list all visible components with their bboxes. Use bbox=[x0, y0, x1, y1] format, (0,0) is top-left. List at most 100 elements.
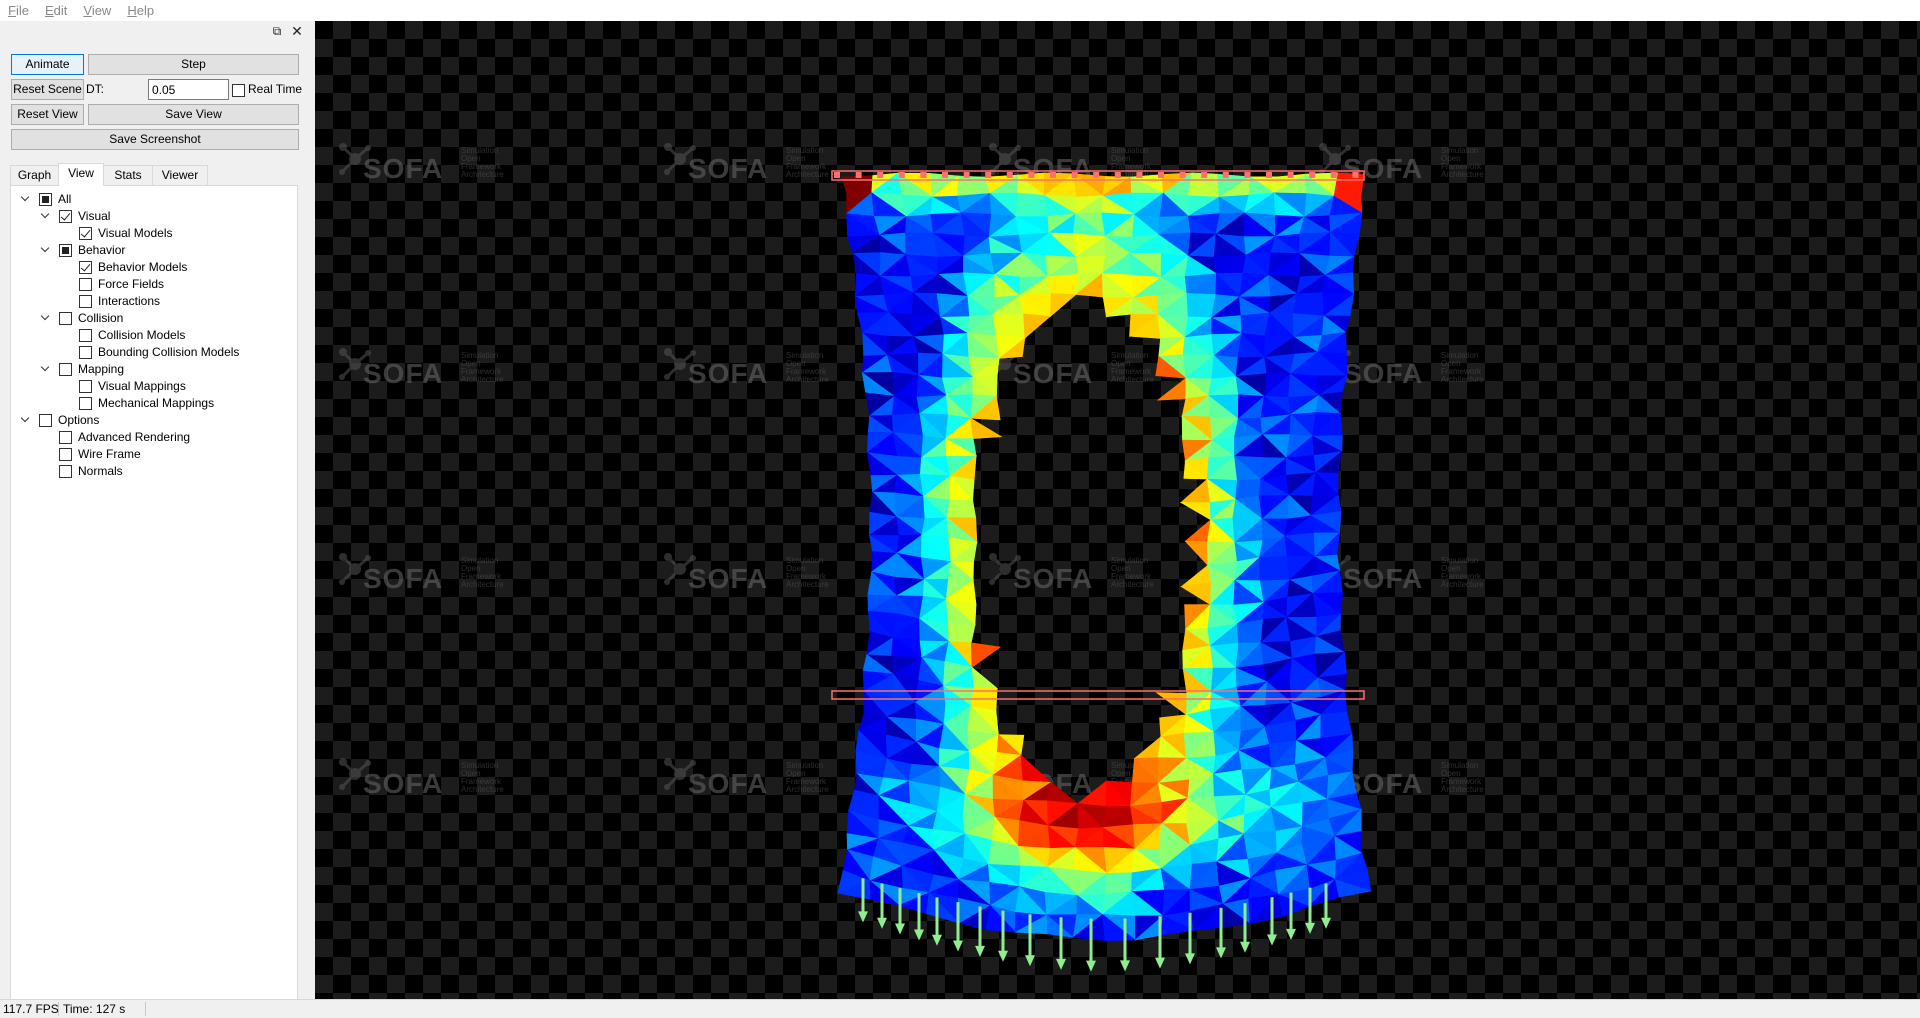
fixed-node-marker bbox=[1266, 172, 1272, 178]
mesh-triangle bbox=[1334, 879, 1371, 898]
tree-item-advanced-rendering[interactable]: Advanced Rendering bbox=[11, 429, 291, 446]
tree-item-options-checkbox[interactable] bbox=[39, 414, 52, 427]
tree-item-bounding-collision-models-checkbox[interactable] bbox=[79, 346, 92, 359]
real-time-checkbox[interactable] bbox=[232, 84, 245, 97]
tree-item-normals[interactable]: Normals bbox=[11, 463, 291, 480]
tree-item-collision[interactable]: Collision bbox=[11, 310, 291, 327]
tree-item-behavior[interactable]: Behavior bbox=[11, 242, 291, 259]
watermark-subtitle-line: Architecture bbox=[1111, 170, 1154, 179]
sofa-logo-icon bbox=[339, 143, 371, 175]
tree-item-force-fields[interactable]: Force Fields bbox=[11, 276, 291, 293]
close-icon[interactable]: ✕ bbox=[291, 23, 303, 39]
tree-item-interactions[interactable]: Interactions bbox=[11, 293, 291, 310]
watermark-subtitle-line: Simulation bbox=[786, 351, 824, 360]
float-dock-icon[interactable]: ⧉ bbox=[272, 24, 282, 38]
mesh-triangle bbox=[970, 642, 1002, 668]
watermark-subtitle-line: Simulation bbox=[786, 556, 824, 565]
tree-item-label: Visual Mappings bbox=[98, 379, 186, 393]
tree-item-visual[interactable]: Visual bbox=[11, 208, 291, 225]
tree-item-visual-mappings-checkbox[interactable] bbox=[79, 380, 92, 393]
save-view-button[interactable]: Save View bbox=[88, 104, 299, 125]
simulation-scene bbox=[831, 170, 1372, 972]
chevron-down-icon[interactable] bbox=[41, 364, 51, 374]
sofa-logo-icon bbox=[339, 758, 371, 790]
watermark-subtitle-line: Framework bbox=[1111, 777, 1152, 786]
tab-view[interactable]: View bbox=[58, 163, 104, 186]
animate-button[interactable]: Animate bbox=[11, 54, 84, 75]
watermark-subtitle-line: Framework bbox=[461, 572, 502, 581]
tree-item-visual-models-checkbox[interactable] bbox=[79, 227, 92, 240]
fixed-node-marker bbox=[1028, 172, 1035, 178]
watermark-subtitle-line: Framework bbox=[1441, 162, 1482, 171]
tree-item-visual-mappings[interactable]: Visual Mappings bbox=[11, 378, 291, 395]
tab-stats[interactable]: Stats bbox=[103, 165, 153, 185]
reset-view-button[interactable]: Reset View bbox=[11, 104, 84, 125]
force-arrow-head bbox=[975, 945, 985, 957]
tree-item-visual-models[interactable]: Visual Models bbox=[11, 225, 291, 242]
menu-edit[interactable]: Edit bbox=[44, 3, 68, 18]
tree-item-all[interactable]: All bbox=[11, 191, 291, 208]
status-separator bbox=[145, 1002, 146, 1016]
3d-viewer[interactable]: SOFA Simulation Open Framework Architecture S… bbox=[315, 21, 1920, 999]
chevron-down-icon[interactable] bbox=[41, 211, 51, 221]
force-arrow-head bbox=[1286, 928, 1296, 940]
tree-item-mechanical-mappings-checkbox[interactable] bbox=[79, 397, 92, 410]
watermark-logo-text: SOFA bbox=[1343, 563, 1424, 594]
tab-viewer[interactable]: Viewer bbox=[152, 165, 208, 185]
tree-item-mechanical-mappings[interactable]: Mechanical Mappings bbox=[11, 395, 291, 412]
sofa-logo-icon bbox=[339, 348, 371, 380]
tree-item-wire-frame[interactable]: Wire Frame bbox=[11, 446, 291, 463]
mesh-triangle bbox=[1184, 540, 1209, 567]
tree-item-options[interactable]: Options bbox=[11, 412, 291, 429]
mesh-triangle bbox=[1155, 692, 1188, 716]
tree-item-label: Collision bbox=[78, 311, 124, 325]
watermark-subtitle-line: Architecture bbox=[786, 170, 829, 179]
tree-item-behavior-models[interactable]: Behavior Models bbox=[11, 259, 291, 276]
tree-item-collision-models-checkbox[interactable] bbox=[79, 329, 92, 342]
step-button[interactable]: Step bbox=[88, 54, 299, 75]
tree-item-normals-checkbox[interactable] bbox=[59, 465, 72, 478]
chevron-down-icon[interactable] bbox=[41, 313, 51, 323]
watermark-subtitle-line: Framework bbox=[1441, 367, 1482, 376]
force-arrow-head bbox=[1155, 957, 1165, 969]
menu-view[interactable]: View bbox=[83, 3, 112, 18]
tree-item-force-fields-checkbox[interactable] bbox=[79, 278, 92, 291]
tree-item-behavior-models-checkbox[interactable] bbox=[79, 261, 92, 274]
tree-item-advanced-rendering-checkbox[interactable] bbox=[59, 431, 72, 444]
tree-item-wire-frame-checkbox[interactable] bbox=[59, 448, 72, 461]
tree-item-label: Options bbox=[58, 413, 100, 427]
watermark-logo-text: SOFA bbox=[1343, 358, 1424, 389]
tree-item-interactions-checkbox[interactable] bbox=[79, 295, 92, 308]
tree-item-mapping-checkbox[interactable] bbox=[59, 363, 72, 376]
tree-item-bounding-collision-models[interactable]: Bounding Collision Models bbox=[11, 344, 291, 361]
menu-help[interactable]: Help bbox=[127, 3, 155, 18]
chevron-down-icon[interactable] bbox=[21, 194, 31, 204]
watermark-subtitle-line: Simulation bbox=[461, 761, 499, 770]
dt-input[interactable] bbox=[148, 79, 229, 100]
save-screenshot-button[interactable]: Save Screenshot bbox=[11, 129, 299, 150]
tree-item-collision-checkbox[interactable] bbox=[59, 312, 72, 325]
watermark-subtitle-line: Architecture bbox=[1111, 580, 1154, 589]
tab-graph[interactable]: Graph bbox=[10, 165, 59, 185]
watermark-subtitle-line: Simulation bbox=[786, 761, 824, 770]
tree-item-mapping[interactable]: Mapping bbox=[11, 361, 291, 378]
chevron-down-icon[interactable] bbox=[41, 245, 51, 255]
sofa-logo-icon bbox=[664, 553, 696, 585]
mesh-triangle bbox=[970, 417, 1003, 439]
tree-item-all-checkbox[interactable] bbox=[39, 193, 52, 206]
chevron-down-icon[interactable] bbox=[21, 415, 31, 425]
reset-scene-button[interactable]: Reset Scene bbox=[11, 79, 84, 100]
force-arrow-head bbox=[895, 923, 905, 935]
menu-file[interactable]: File bbox=[8, 3, 29, 18]
tree-item-behavior-checkbox[interactable] bbox=[59, 244, 72, 257]
tree-item-visual-checkbox[interactable] bbox=[59, 210, 72, 223]
tree-item-collision-models[interactable]: Collision Models bbox=[11, 327, 291, 344]
force-arrow-head bbox=[1305, 922, 1315, 934]
status-separator bbox=[58, 1002, 59, 1016]
